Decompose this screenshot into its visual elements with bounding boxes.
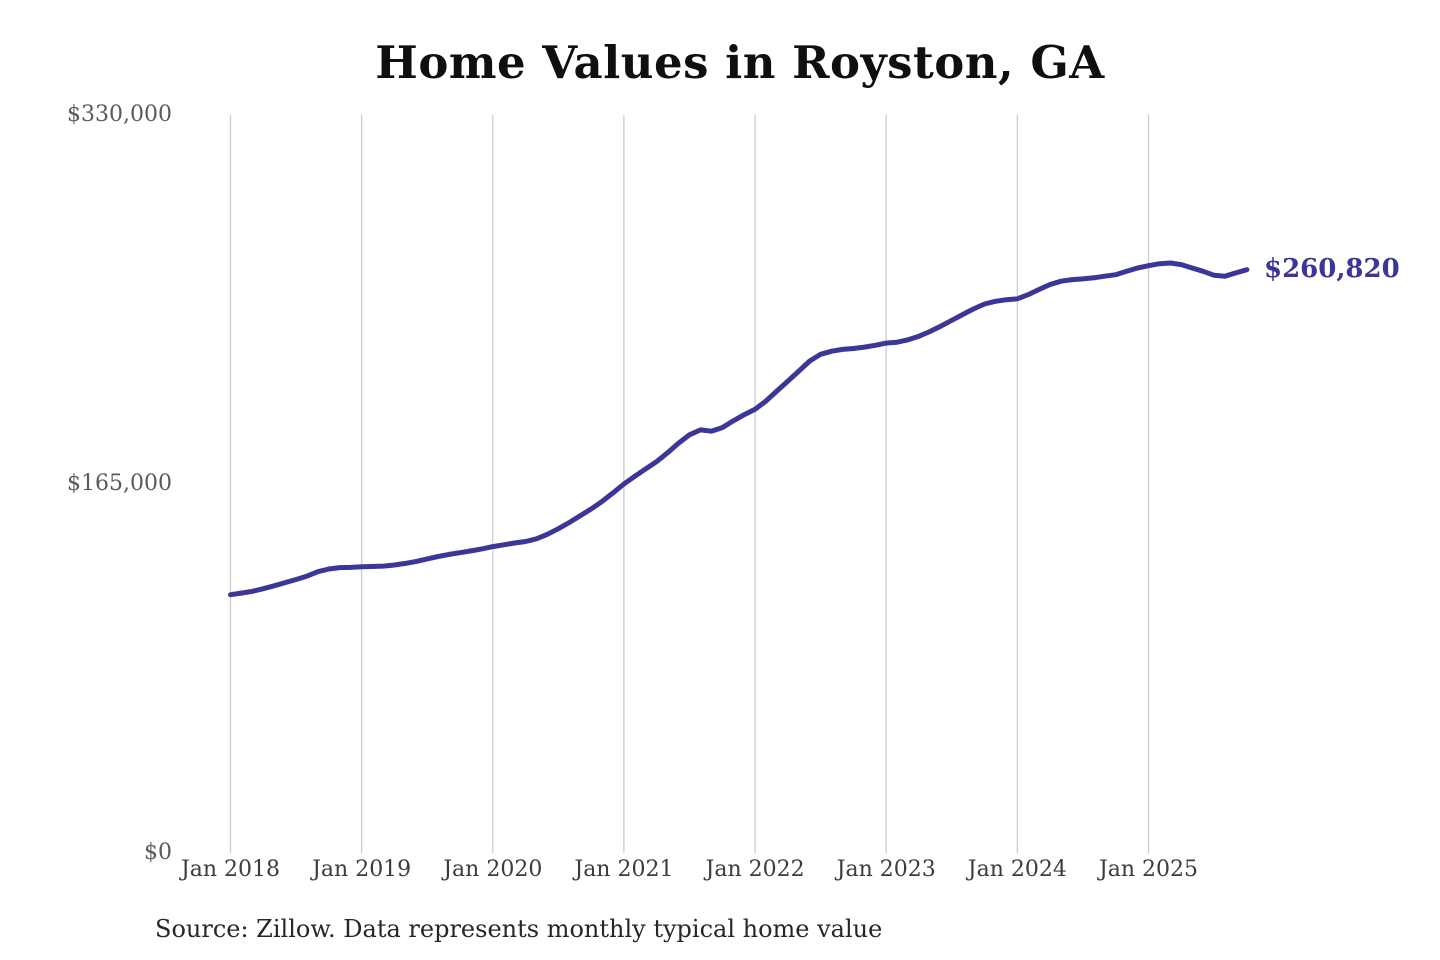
y-tick-label: $165,000 (67, 471, 172, 496)
y-tick-label: $330,000 (67, 102, 172, 127)
x-tick-label: Jan 2022 (705, 857, 805, 882)
y-tick-label: $0 (144, 840, 172, 865)
vertical-gridlines (229, 115, 1150, 853)
x-tick-label: Jan 2024 (967, 857, 1067, 882)
x-tick-label: Jan 2019 (312, 857, 412, 882)
source-note: Source: Zillow. Data represents monthly … (155, 915, 883, 943)
x-tick-label: Jan 2025 (1098, 857, 1199, 882)
chart-title: Home Values in Royston, GA (375, 36, 1105, 89)
x-tick-label: Jan 2020 (443, 857, 543, 882)
x-tick-label: Jan 2018 (180, 857, 281, 882)
last-value-label: $260,820 (1264, 254, 1400, 284)
home-value-line (228, 260, 1250, 598)
x-tick-label: Jan 2023 (836, 857, 936, 882)
x-tick-label: Jan 2021 (574, 857, 674, 882)
